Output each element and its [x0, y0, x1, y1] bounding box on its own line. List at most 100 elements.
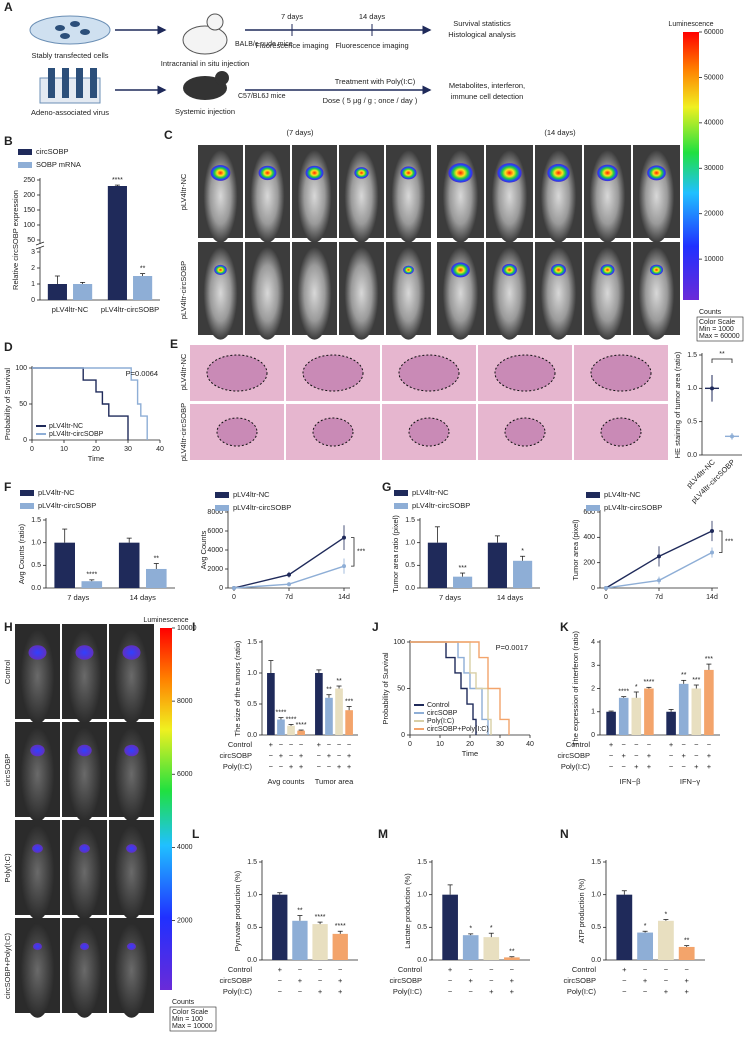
- signal: [649, 264, 664, 276]
- y-axis-label: ATP production (%): [577, 878, 586, 943]
- bar: [297, 730, 305, 735]
- panel-letter: D: [4, 340, 13, 354]
- design-row-label: Control: [398, 965, 423, 974]
- panel-letter: C: [164, 128, 173, 142]
- y-tick-label: 1: [591, 709, 595, 716]
- design-row-label: Poly(I:C): [561, 762, 591, 771]
- mouse: [589, 149, 626, 243]
- row-label: Poly(I:C): [3, 853, 12, 883]
- bar: [272, 894, 288, 960]
- colorbar-tick-label: 20000: [704, 211, 724, 218]
- panel-letter: H: [4, 620, 13, 634]
- bar: [513, 560, 533, 588]
- x-tick-label: 40: [526, 741, 534, 748]
- bar: [657, 920, 674, 960]
- y-tick-label: 3: [31, 249, 35, 256]
- mouse: [114, 922, 149, 1018]
- legend-swatch: [215, 492, 229, 498]
- colorbar-title: Luminescence: [668, 21, 713, 28]
- design-sign: +: [489, 987, 494, 996]
- legend-label: circSOBP: [427, 710, 458, 717]
- label: immune cell detection: [451, 92, 524, 101]
- mouse: [442, 246, 479, 340]
- significance: ****: [618, 688, 629, 695]
- mouse: [20, 628, 55, 724]
- design-row-label: Control: [228, 740, 253, 749]
- y-tick-label: 3: [591, 662, 595, 669]
- design-sign: +: [622, 965, 627, 974]
- design-sign: −: [643, 965, 648, 974]
- label: Survival statistics: [453, 19, 511, 28]
- tumor-outline: [504, 417, 546, 447]
- y-tick-label: 6000: [207, 528, 223, 535]
- design-sign: +: [643, 976, 648, 985]
- design-sign: −: [269, 762, 274, 771]
- colorbar: [683, 32, 699, 300]
- mouse: [297, 149, 332, 243]
- signal: [32, 844, 43, 853]
- bar: [678, 946, 695, 960]
- design-sign: −: [298, 987, 303, 996]
- bar: [504, 957, 520, 960]
- bar: [427, 542, 447, 588]
- panel-letter: F: [4, 480, 11, 494]
- y-axis-label: Avg Counts (ratio): [17, 523, 26, 584]
- panel-letter: L: [192, 827, 199, 841]
- y-tick-label: 200: [23, 192, 35, 199]
- design-sign: −: [347, 740, 352, 749]
- colorbar-unit: Counts: [699, 309, 722, 316]
- design-sign: −: [622, 740, 627, 749]
- design-sign: −: [279, 762, 284, 771]
- bar: [678, 683, 689, 735]
- signal: [210, 164, 231, 181]
- signal: [79, 844, 90, 853]
- mouse: [344, 149, 379, 243]
- label: Adeno-associated virus: [31, 108, 109, 117]
- legend-label: Control: [427, 702, 450, 709]
- significance: *: [635, 684, 638, 691]
- design-sign: +: [289, 762, 294, 771]
- signal: [550, 263, 567, 276]
- bracket: [351, 537, 355, 567]
- y-tick-label: 1.5: [31, 517, 41, 524]
- row-label: pLV4ltr-circSOBP: [179, 403, 188, 461]
- design-sign: −: [289, 740, 294, 749]
- design-sign: −: [299, 740, 304, 749]
- y-tick-label: 0.5: [687, 419, 697, 426]
- signal: [403, 265, 414, 275]
- design-sign: +: [707, 751, 712, 760]
- design-sign: −: [279, 740, 284, 749]
- signal: [258, 165, 277, 181]
- design-sign: −: [448, 987, 453, 996]
- design-sign: +: [694, 762, 699, 771]
- design-sign: −: [318, 965, 323, 974]
- design-sign: −: [269, 751, 274, 760]
- legend-label: pLV4ltr-NC: [604, 490, 641, 499]
- design-sign: −: [707, 740, 712, 749]
- y-axis-label: Relative circSOBP expression: [11, 190, 20, 290]
- design-sign: +: [684, 976, 689, 985]
- signal: [127, 942, 136, 951]
- design-sign: −: [289, 751, 294, 760]
- significance: **: [297, 907, 303, 914]
- design-sign: +: [510, 987, 515, 996]
- mouse: [67, 824, 102, 920]
- design-sign: −: [634, 751, 639, 760]
- bar: [146, 568, 167, 588]
- design-sign: −: [448, 976, 453, 985]
- point: [710, 386, 714, 391]
- y-tick-label: 0.0: [247, 957, 257, 964]
- y-tick-label: 8000: [207, 509, 223, 516]
- x-tick-label: 40: [156, 446, 164, 453]
- design-sign: +: [327, 751, 332, 760]
- signal: [214, 264, 227, 275]
- y-tick-label: 1.0: [417, 892, 427, 899]
- mouse: [67, 726, 102, 822]
- x-axis-label: Time: [462, 749, 478, 758]
- label: Treatment with Poly(I:C): [335, 77, 416, 86]
- mouse: [67, 922, 102, 1018]
- design-sign: −: [669, 751, 674, 760]
- mouse: [297, 246, 332, 340]
- design-sign: −: [622, 762, 627, 771]
- design-sign: −: [510, 965, 515, 974]
